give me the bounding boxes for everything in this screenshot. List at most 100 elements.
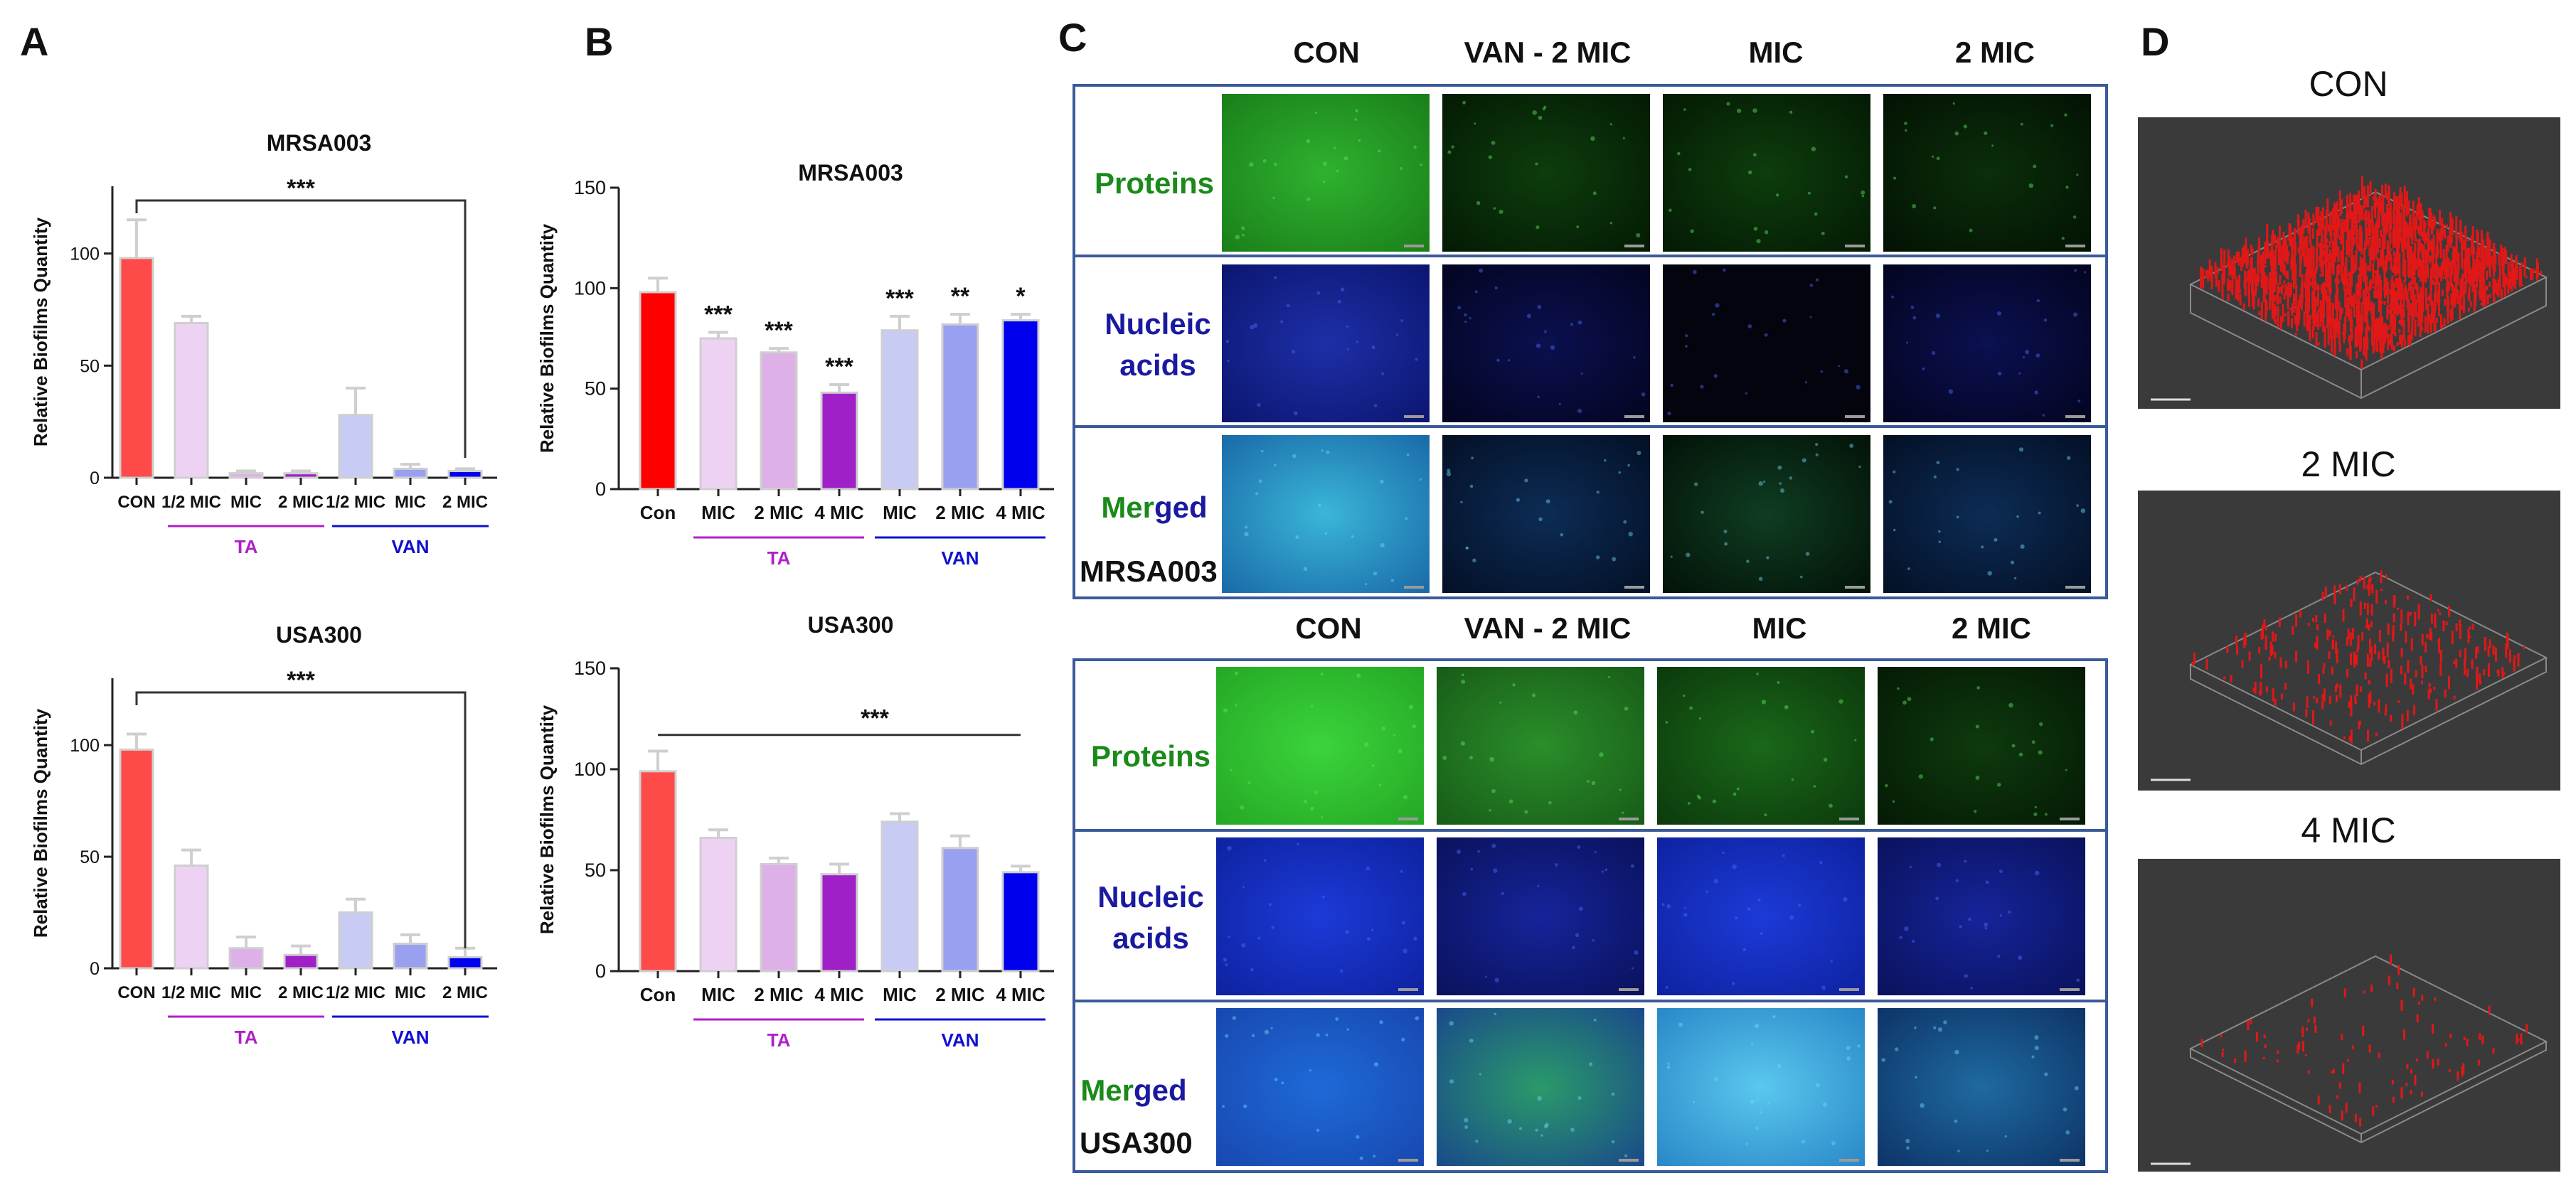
group-label: TA (235, 1027, 258, 1048)
speckle (1996, 783, 2001, 787)
speckle (1281, 1081, 1284, 1085)
speckle (1538, 115, 1543, 120)
speckle (1975, 724, 1979, 729)
speckle (1767, 1102, 1770, 1105)
x-tick-label: MIC (701, 984, 735, 1005)
scale-bar (1845, 586, 1865, 589)
speckle (2034, 1035, 2039, 1040)
speckle (1223, 958, 1228, 962)
speckle (2076, 173, 2079, 176)
speckle (1752, 108, 1757, 113)
y-axis-label: Relative Biofilms Quantity (536, 223, 558, 453)
bar (1001, 319, 1040, 491)
speckle (1524, 478, 1528, 483)
speckle (1733, 792, 1737, 796)
speckle (1364, 742, 1369, 747)
speckle (2061, 237, 2065, 240)
speckle (1670, 383, 1673, 387)
speckle (1286, 304, 1290, 308)
speckle (1346, 348, 1350, 350)
y-axis-label: Relative Biofilms Quantity (30, 708, 51, 938)
speckle (1690, 229, 1694, 233)
speckle (1698, 796, 1701, 800)
speckle (1573, 710, 1578, 715)
speckle (1753, 226, 1758, 231)
speckle (1798, 904, 1801, 907)
speckle (1974, 810, 1977, 813)
speckle (1359, 1156, 1363, 1160)
speckle (1479, 268, 1484, 273)
speckle (1665, 721, 1668, 724)
d-image-con (2138, 117, 2560, 409)
chart-b-usa300: USA300 Relative Biofilms Quantity 0 50 100 15… (536, 612, 1054, 1051)
speckle (2034, 1045, 2039, 1051)
speckle (1952, 102, 1955, 105)
c2-row-label-acids: acids (1112, 921, 1188, 955)
group-label: VAN (942, 547, 979, 569)
scale-bar (2060, 818, 2080, 820)
scale-bar (2065, 245, 2085, 247)
speckle (1607, 675, 1611, 678)
speckle (1619, 788, 1622, 791)
speckle (1997, 371, 2002, 376)
speckle (2008, 702, 2013, 708)
panel-d-boxes (2151, 176, 2548, 1165)
c2-merged-part2: ged (1134, 1073, 1187, 1107)
speckle (1789, 476, 1793, 480)
x-tick-label: 2 MIC (278, 983, 324, 1002)
speckle (1356, 673, 1361, 678)
c1-frame (1073, 84, 2108, 599)
speckle (1314, 791, 1318, 795)
speckle (1475, 1140, 1479, 1143)
d-image-4mic (2138, 859, 2560, 1172)
speckle (1667, 411, 1671, 416)
chart-title: MRSA003 (267, 130, 372, 156)
chart-title: MRSA003 (798, 160, 903, 186)
chart-a-usa300: USA300 Relative Biofilms Quantity 0 50 100 CO… (30, 622, 497, 1048)
speckle (1784, 705, 1789, 710)
speckle (1955, 879, 1959, 882)
speckle (1623, 520, 1627, 524)
speckle (1815, 278, 1819, 282)
c2-img-proteins-mic (1657, 667, 1865, 825)
speckle (1931, 350, 1936, 355)
scale-bar (2065, 586, 2085, 589)
c2-col-van-2mic: VAN - 2 MIC (1464, 611, 1632, 645)
y-tick-label: 150 (574, 177, 606, 198)
speckle (1405, 517, 1408, 520)
speckle (2034, 870, 2040, 876)
speckle (1861, 190, 1866, 195)
speckle (2080, 508, 2086, 513)
c2-merged-part1: Mer (1080, 1073, 1134, 1107)
speckle (1846, 1046, 1851, 1051)
speckle (1449, 1021, 1454, 1026)
speckle (1665, 985, 1668, 990)
speckle (2044, 813, 2048, 816)
speckle (1777, 681, 1780, 685)
c2-img-nucleic-van (1437, 837, 1644, 995)
speckle (2064, 113, 2067, 117)
c1-col-van-2mic: VAN - 2 MIC (1464, 36, 1632, 69)
y-tick-label: 0 (90, 468, 100, 488)
speckle (1892, 800, 1895, 803)
speckle (1540, 1134, 1543, 1137)
speckle (1228, 935, 1230, 938)
speckle (1997, 311, 2001, 316)
speckle (1823, 757, 1828, 762)
speckle (1737, 108, 1742, 113)
speckle (1745, 392, 1748, 395)
speckle (1320, 673, 1324, 676)
speckle (1274, 1078, 1278, 1081)
speckle (1933, 475, 1937, 478)
c1-img-nucleic-van (1442, 264, 1650, 422)
c1-img-merged-mic (1663, 435, 1870, 593)
speckle (1321, 449, 1324, 452)
speckle (1241, 943, 1246, 948)
speckle (2018, 372, 2021, 375)
speckle (1334, 146, 1336, 149)
speckle (1398, 749, 1403, 754)
x-tick-label: 2 MIC (442, 493, 488, 512)
speckle (1415, 1016, 1420, 1021)
bar (760, 351, 798, 491)
speckle (1815, 1083, 1820, 1088)
